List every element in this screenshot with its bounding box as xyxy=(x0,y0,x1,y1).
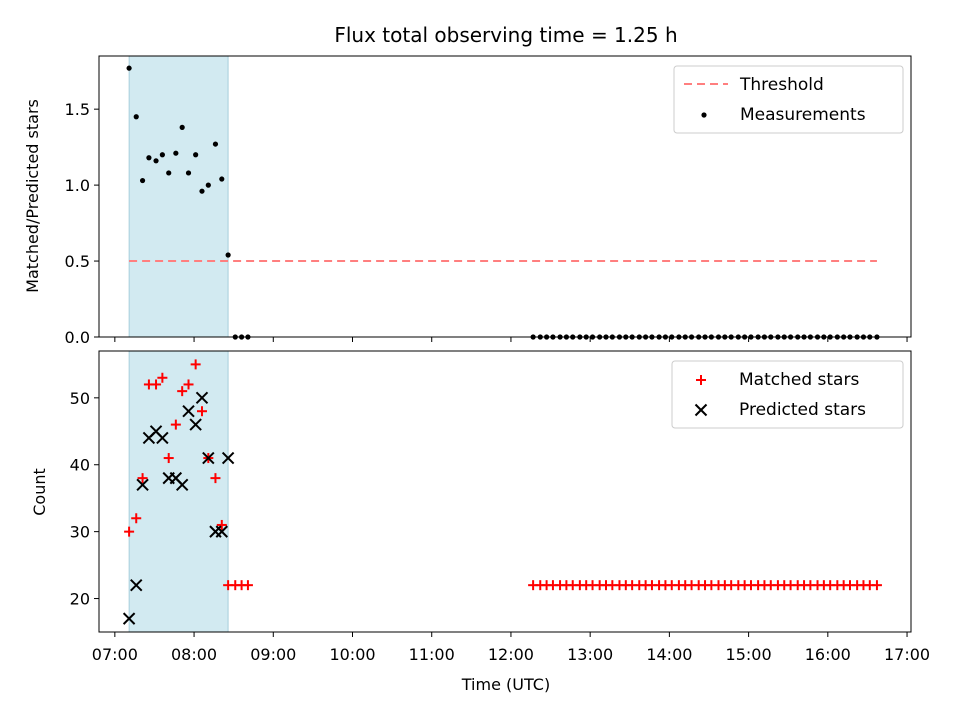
measurement-point xyxy=(153,158,159,164)
top-y-axis-label: Matched/Predicted stars xyxy=(23,99,42,293)
measurement-point xyxy=(173,150,179,156)
measurement-point xyxy=(133,114,139,120)
measurement-point xyxy=(212,141,219,147)
predicted-star-point xyxy=(136,478,149,492)
matched-star-point xyxy=(196,406,207,417)
bot-ytick-label: 20 xyxy=(70,590,90,609)
predicted-star-point xyxy=(202,451,215,465)
bot-ytick-label: 40 xyxy=(70,456,90,475)
measurement-point xyxy=(179,124,185,130)
legend-predicted-label: Predicted stars xyxy=(739,400,866,420)
matched-star-point xyxy=(137,473,148,484)
legend-matched-label: Matched stars xyxy=(739,370,859,390)
measurement-point xyxy=(219,176,225,182)
top-x-ticks xyxy=(114,337,908,342)
top-legend: Threshold Measurements xyxy=(673,65,904,134)
top-panel: 0.0 0.5 1.0 1.5 Matched/Predicted stars Thr… xyxy=(23,55,912,347)
predicted-star-point xyxy=(221,451,235,465)
matched-star-point xyxy=(170,419,181,430)
predicted-star-point xyxy=(215,525,228,538)
legend-matched-swatch xyxy=(696,375,706,385)
matched-stars-points xyxy=(124,359,882,591)
measurement-point xyxy=(159,152,165,158)
predicted-star-point xyxy=(195,391,209,405)
bottom-legend-box xyxy=(671,360,904,429)
predicted-star-point xyxy=(122,612,136,625)
x-axis-label: Time (UTC) xyxy=(461,675,550,694)
xtick-label: 07:00 xyxy=(92,645,138,664)
chart-title: Flux total observing time = 1.25 h xyxy=(334,23,677,47)
matched-star-point xyxy=(163,453,174,464)
xtick-label: 16:00 xyxy=(805,645,851,664)
measurement-point xyxy=(193,152,199,158)
predicted-star-point xyxy=(130,578,143,592)
predicted-star-point xyxy=(156,431,169,445)
legend-predicted-swatch xyxy=(694,403,708,417)
predicted-star-point xyxy=(182,405,195,418)
measurement-point xyxy=(139,177,146,184)
matched-star-point xyxy=(242,580,253,591)
xtick-label: 12:00 xyxy=(488,645,534,664)
top-ytick-label: 0.0 xyxy=(65,328,90,347)
matched-star-point xyxy=(131,513,142,524)
xtick-label: 17:00 xyxy=(884,645,930,664)
xtick-label: 11:00 xyxy=(409,645,455,664)
xtick-label: 09:00 xyxy=(250,645,296,664)
matched-star-point xyxy=(177,386,188,397)
measurement-point xyxy=(199,188,205,194)
bot-ytick-label: 30 xyxy=(70,523,90,542)
legend-threshold-label: Threshold xyxy=(739,75,824,95)
predicted-star-point xyxy=(189,418,202,431)
matched-star-point xyxy=(183,379,194,390)
xtick-label: 13:00 xyxy=(567,645,613,664)
legend-measurements-label: Measurements xyxy=(740,105,866,125)
top-ytick-label: 1.5 xyxy=(65,100,90,119)
bottom-axes-frame xyxy=(98,350,912,633)
bottom-y-axis-label: Count xyxy=(30,468,49,516)
matched-star-point xyxy=(190,359,201,370)
top-axes-frame xyxy=(98,55,912,338)
bot-ytick-label: 50 xyxy=(70,389,90,408)
matched-star-point xyxy=(871,580,882,591)
bottom-observing-span xyxy=(128,350,229,633)
top-ytick-label: 0.5 xyxy=(65,252,90,271)
predicted-star-point xyxy=(175,478,189,492)
measurement-point xyxy=(185,170,192,176)
measurement-point xyxy=(146,155,152,161)
xtick-label: 15:00 xyxy=(726,645,772,664)
top-observing-span xyxy=(128,55,229,338)
xtick-label: 14:00 xyxy=(646,645,692,664)
xtick-label: 10:00 xyxy=(329,645,375,664)
top-y-ticks: 0.0 0.5 1.0 1.5 xyxy=(65,100,99,347)
legend-measurements-swatch xyxy=(701,112,707,118)
matched-star-point xyxy=(216,519,227,530)
matched-star-point xyxy=(157,372,168,383)
top-ytick-label: 1.0 xyxy=(65,176,90,195)
matched-star-point xyxy=(151,379,162,390)
bottom-x-ticks: 07:00 08:00 09:00 10:00 11:00 12:00 13:00 14:00… xyxy=(92,632,930,664)
predicted-stars-points xyxy=(122,391,235,625)
matched-star-point xyxy=(124,526,135,537)
measurement-point xyxy=(205,182,211,188)
xtick-label: 08:00 xyxy=(171,645,217,664)
bottom-y-ticks: 20 30 40 50 xyxy=(70,389,99,609)
bottom-legend: Matched stars Predicted stars xyxy=(671,360,904,429)
measurement-point xyxy=(126,65,132,71)
bottom-panel: 20 30 40 50 07:00 08:00 09:00 10:00 11:00 12:00 1… xyxy=(30,350,930,694)
top-legend-box xyxy=(673,65,904,134)
matched-star-point xyxy=(210,473,221,484)
measurement-point xyxy=(225,252,231,258)
measurement-point xyxy=(166,170,172,176)
